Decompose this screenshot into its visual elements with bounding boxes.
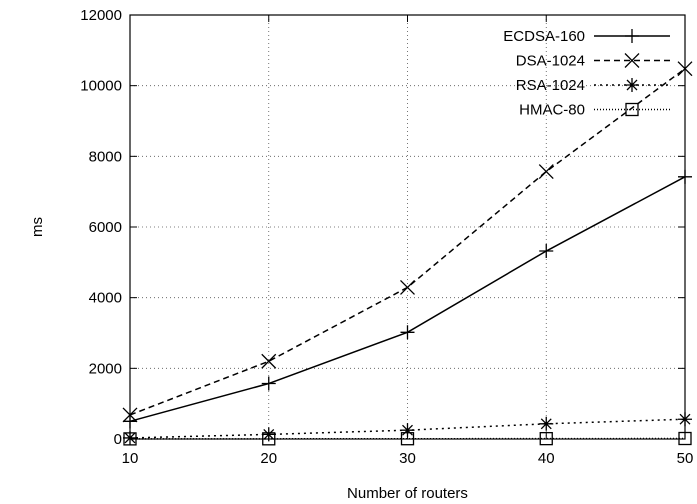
legend: ECDSA-160 DSA-1024 RSA-1024 HMAC-80 <box>503 28 670 119</box>
x-tick-label: 40 <box>538 450 555 467</box>
y-tick-label: 0 <box>114 431 122 448</box>
legend-item: HMAC-80 <box>519 102 670 119</box>
data-point <box>123 414 137 429</box>
legend-marker <box>624 53 640 68</box>
x-tick-label: 30 <box>399 450 416 467</box>
x-tick-label: 50 <box>677 450 694 467</box>
data-point <box>400 423 415 438</box>
y-tick-label: 4000 <box>89 290 122 307</box>
legend-marker <box>625 102 639 117</box>
series-hmac-80 <box>123 431 692 446</box>
y-tick-label: 2000 <box>89 360 122 377</box>
legend-label: ECDSA-160 <box>503 28 585 45</box>
data-point <box>261 376 276 391</box>
data-point <box>261 353 277 369</box>
legend-marker <box>625 78 639 92</box>
series-group <box>122 61 693 446</box>
data-point <box>262 432 276 446</box>
data-point <box>261 427 276 442</box>
data-point <box>539 431 553 446</box>
series-dsa-1024 <box>122 61 693 423</box>
data-point <box>677 61 693 77</box>
data-point <box>123 430 137 445</box>
data-point <box>400 325 415 340</box>
data-point <box>539 244 554 259</box>
y-tick-label: 8000 <box>89 148 122 165</box>
legend-label: HMAC-80 <box>519 102 585 119</box>
y-axis-title: ms <box>29 217 46 237</box>
legend-label: DSA-1024 <box>516 53 585 70</box>
data-point <box>539 416 554 431</box>
legend-item: ECDSA-160 <box>503 28 670 45</box>
axis-ticks: 0 2000 4000 6000 8000 10000 12000 10 20 30 40 50 <box>80 7 693 467</box>
x-axis-title: Number of routers <box>347 485 468 502</box>
data-point <box>678 431 692 446</box>
legend-label: RSA-1024 <box>516 77 585 94</box>
data-point <box>400 279 415 295</box>
x-tick-label: 10 <box>122 450 139 467</box>
legend-item: RSA-1024 <box>516 77 670 94</box>
legend-item: DSA-1024 <box>516 53 670 70</box>
data-point <box>678 412 692 427</box>
legend-marker <box>625 29 639 43</box>
data-point <box>122 407 138 423</box>
y-tick-label: 12000 <box>80 7 122 24</box>
data-point <box>538 164 554 179</box>
data-point <box>678 169 692 184</box>
series-ecdsa-160 <box>123 169 692 429</box>
data-point <box>123 432 137 446</box>
y-tick-label: 10000 <box>80 78 122 95</box>
grid <box>130 15 685 439</box>
series-rsa-1024 <box>123 412 692 445</box>
data-point <box>400 432 415 446</box>
y-tick-label: 6000 <box>89 219 122 236</box>
x-tick-label: 20 <box>260 450 277 467</box>
